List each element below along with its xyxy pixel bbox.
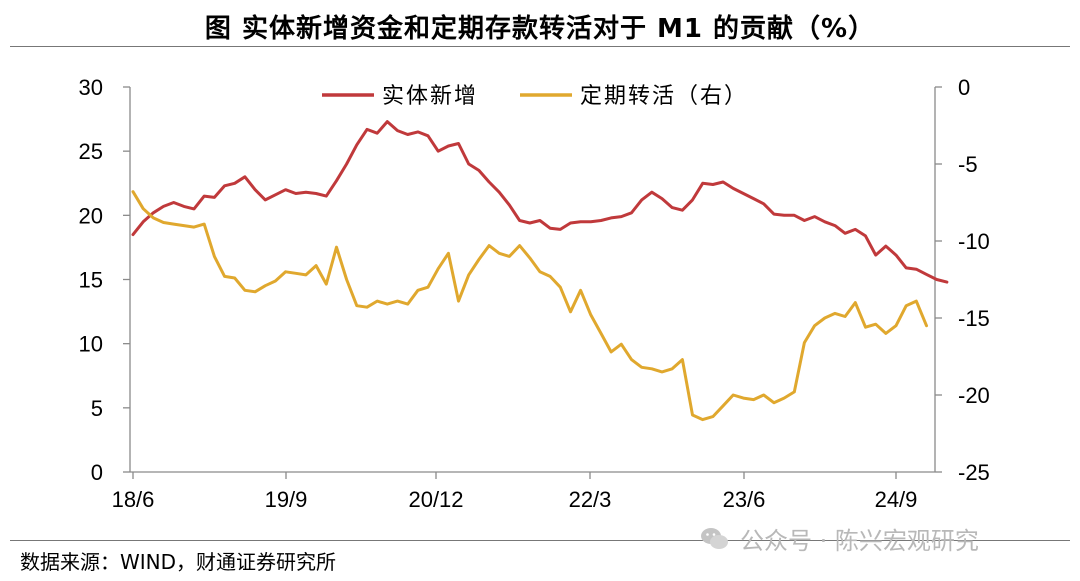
top-rule [10, 46, 1070, 47]
legend: 实体新增 定期转活（右） [322, 84, 748, 109]
right-tick-label: -20 [958, 383, 990, 408]
left-tick-label: 25 [79, 139, 103, 164]
series-lines [131, 120, 949, 422]
watermark: 公众号 · 陈兴宏观研究 [700, 521, 979, 556]
right-tick-label: -15 [958, 306, 990, 331]
right-tick-label: -5 [958, 152, 978, 177]
bottom-rule [10, 540, 1070, 541]
x-tick-label: 18/6 [112, 487, 155, 512]
left-tick-label: 10 [79, 332, 103, 357]
line-chart: 0 5 10 15 20 25 30 0 -5 -10 -15 -20 -25 18/6 19/9 20/12… [79, 75, 990, 512]
watermark-text: 公众号 · 陈兴宏观研究 [740, 527, 979, 555]
left-tick-label: 5 [91, 396, 103, 421]
axes: 0 5 10 15 20 25 30 0 -5 -10 -15 -20 -25 18/6 19/9 20/12… [79, 75, 990, 512]
series-line-dingqi-zhuanhuo [131, 190, 928, 422]
right-tick-label: 0 [958, 75, 970, 100]
x-tick-label: 22/3 [569, 487, 612, 512]
source-note: 数据来源：WIND，财通证券研究所 [20, 550, 337, 574]
left-tick-label: 15 [79, 268, 103, 293]
right-tick-label: -25 [958, 460, 990, 485]
left-tick-label: 20 [79, 203, 103, 228]
series-line-shiti-xinzeng [131, 120, 949, 284]
right-tick-label: -10 [958, 229, 990, 254]
x-tick-label: 24/9 [875, 487, 918, 512]
chart-title: 图 实体新增资金和定期存款转活对于 M1 的贡献（%） [204, 14, 876, 44]
legend-label: 实体新增 [382, 84, 478, 109]
x-tick-label: 20/12 [408, 487, 463, 512]
left-tick-label: 30 [79, 75, 103, 100]
x-tick-label: 23/6 [723, 487, 766, 512]
legend-label: 定期转活（右） [580, 84, 748, 109]
x-tick-label: 19/9 [265, 487, 308, 512]
left-tick-label: 0 [91, 460, 103, 485]
wechat-icon [701, 527, 728, 549]
